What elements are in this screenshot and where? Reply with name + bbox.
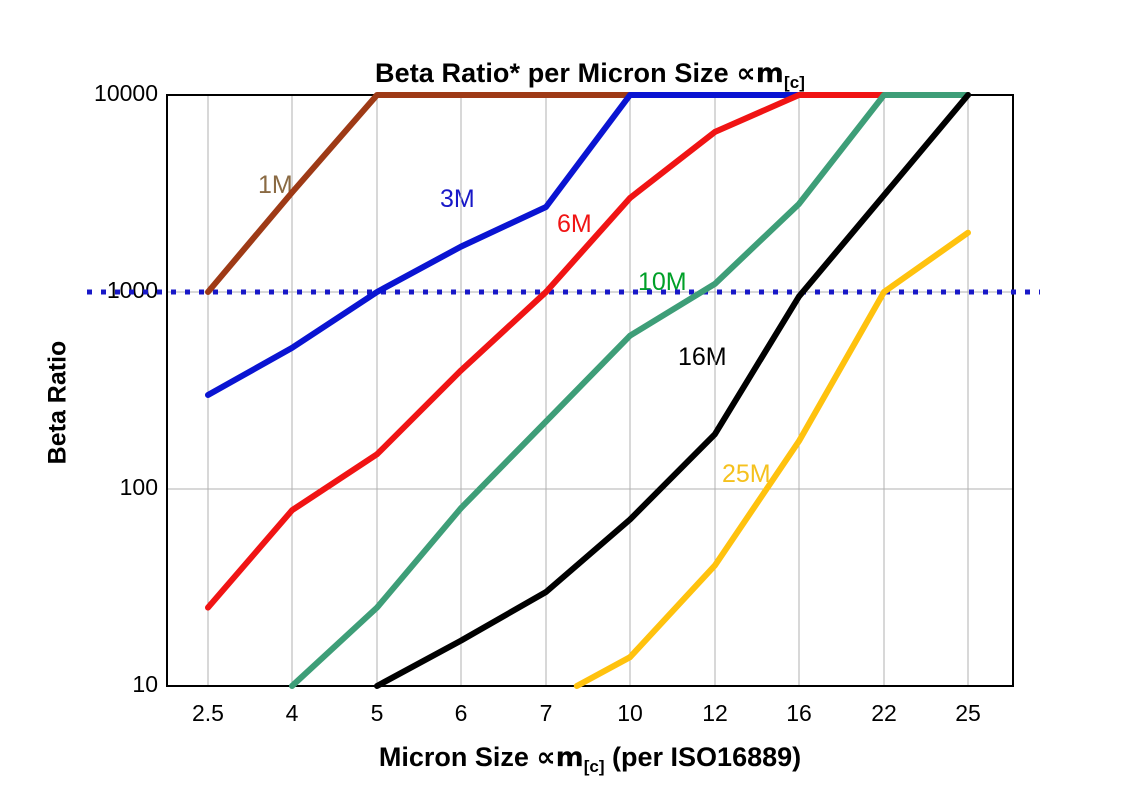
x-tick-label-22: 22: [871, 700, 897, 726]
series-line-6M: [205, 92, 971, 611]
series-line-25M: [573, 229, 971, 689]
series-label-16M: 16M: [678, 343, 727, 371]
y-tick-label-10: 10: [132, 671, 158, 697]
plot-frame: [166, 94, 1014, 687]
chart-title-subscript: [c]: [783, 72, 806, 92]
x-axis-label-subscript: [c]: [583, 756, 605, 776]
x-axis-label-part1: Micron Size: [378, 742, 537, 772]
x-axis-label: Micron Size ∝m[c] (per ISO16889): [167, 742, 1013, 777]
x-tick-label-25: 25: [955, 700, 981, 726]
series-line-16M: [374, 92, 971, 689]
series-label-6M: 6M: [557, 210, 592, 238]
x-tick-label-16: 16: [786, 700, 812, 726]
chart-title: Beta Ratio* per Micron Size ∝m[c]: [167, 58, 1013, 93]
x-tick-label-6: 6: [454, 700, 468, 726]
x-axis-label-symbol: ∝m: [536, 742, 584, 773]
x-tick-label-5: 5: [370, 700, 384, 726]
series-line-1M: [205, 92, 971, 295]
series-label-3M: 3M: [440, 185, 475, 213]
x-tick-label-7: 7: [539, 700, 553, 726]
plot-border: [166, 94, 1014, 687]
x-tick-label-10: 10: [617, 700, 643, 726]
series-paths: [205, 92, 971, 689]
x-tick-label-12: 12: [702, 700, 728, 726]
x-axis-label-part2: (per ISO16889): [604, 742, 802, 772]
chart-title-main: Beta Ratio* per Micron Size: [374, 58, 737, 88]
y-tick-label-10000: 10000: [94, 80, 158, 106]
x-tick-label-4: 4: [285, 700, 299, 726]
series-label-25M: 25M: [722, 460, 771, 488]
series-line-10M: [289, 92, 971, 689]
y-tick-label-100: 100: [119, 474, 158, 500]
chart-title-symbol: ∝m: [736, 58, 784, 89]
gridlines: [167, 95, 1013, 686]
x-tick-label-2.5: 2.5: [192, 700, 224, 726]
